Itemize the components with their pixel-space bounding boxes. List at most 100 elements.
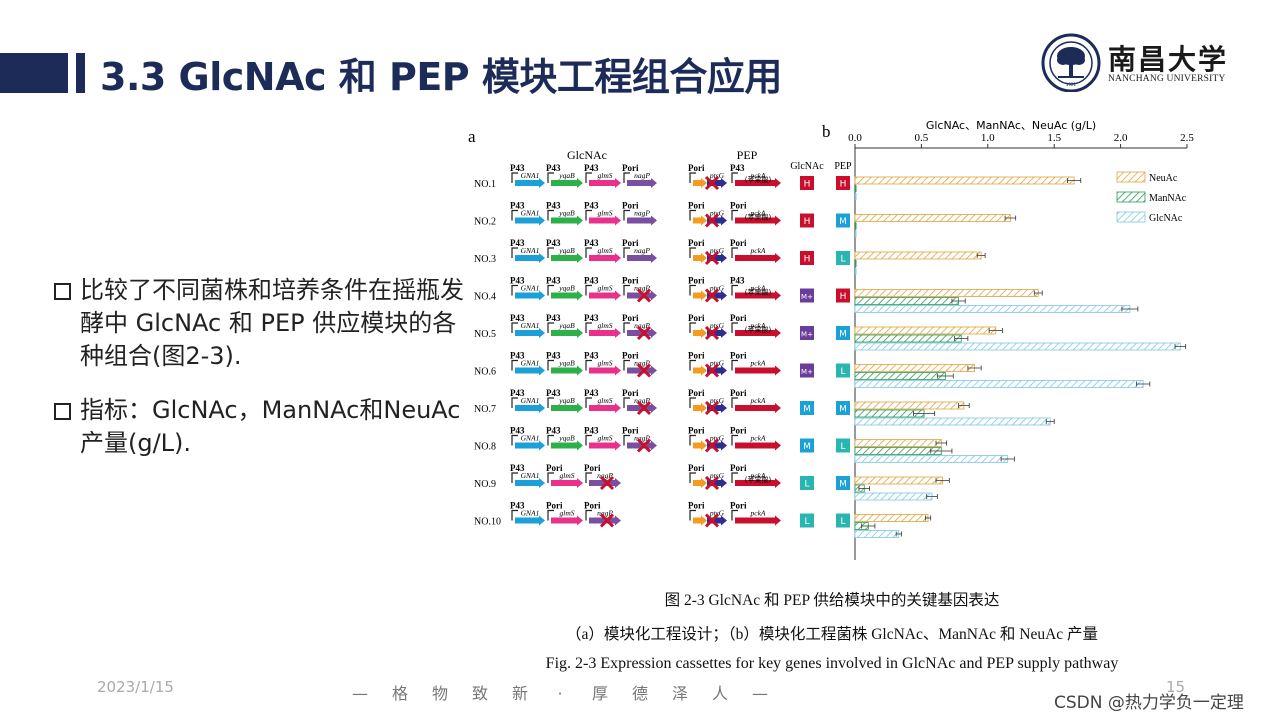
row-label: NO.5 [474, 329, 496, 340]
promoter-label: Pori [688, 388, 705, 398]
promoter-label: P43 [584, 238, 599, 248]
gene-arrow [693, 515, 707, 526]
gene-arrow [693, 253, 707, 263]
motto-char: — [752, 684, 768, 703]
promoter-icon [585, 509, 592, 521]
gene-arrow [707, 365, 727, 376]
gene-label: yqaB [558, 246, 575, 255]
promoter-label: P43 [584, 313, 599, 323]
gene-arrow [515, 290, 545, 301]
promoter-icon [731, 284, 738, 296]
gene-arrow [735, 515, 781, 526]
gene-label: GNA1 [521, 396, 540, 405]
promoter-label: Pori [688, 276, 705, 286]
column-header-pep-level: PEP [834, 161, 852, 172]
cassette-row: NO.9P43GNA1PoriglmSPorinagPPoriptsGPorip… [474, 463, 850, 491]
row-label: NO.2 [474, 217, 496, 228]
gene-arrow [735, 178, 781, 188]
error-bar [967, 365, 982, 371]
gene-label: yqaB [558, 396, 575, 405]
promoter-icon [689, 247, 696, 258]
gene-arrow [693, 478, 707, 488]
promoter-label: Pori [546, 463, 563, 473]
promoter-label: Pori [584, 463, 601, 473]
promoter-label: P43 [584, 201, 599, 211]
level-badge-label: L [840, 255, 845, 265]
footer-motto: — 格 物 致 新 · 厚 德 泽 人 — [340, 680, 780, 704]
promoter-icon [585, 397, 592, 408]
figure-2-3: a b GlcNAc PEP GlcNAc PEP NO.1P43GNA1P43… [468, 119, 1194, 560]
gene-label: ptsG [709, 509, 725, 518]
bullet-text: 比较了不同菌株和培养条件在摇瓶发酵中 GlcNAc 和 PEP 供应模块的各种组… [80, 276, 464, 370]
error-bar [936, 373, 954, 379]
promoter-icon [689, 434, 696, 446]
level-badge [836, 213, 850, 228]
promoter-label: Pori [688, 351, 705, 361]
promoter-label: Pori [688, 163, 705, 173]
promoter-label: P43 [730, 276, 745, 286]
level-badge-label: M+ [801, 293, 813, 301]
error-bar [1045, 419, 1055, 424]
error-bar [935, 478, 950, 483]
promoter-label: Pori [688, 463, 705, 473]
level-badge-label: L [804, 517, 809, 527]
knockout-cross-icon [704, 438, 720, 453]
promoter-icon [731, 322, 738, 333]
gene-arrow [735, 403, 781, 413]
level-badge [836, 176, 850, 190]
promoter-label: P43 [546, 163, 561, 173]
promoter-label: Pori [546, 501, 563, 511]
promoter-icon [511, 359, 518, 371]
promoter-icon [731, 209, 738, 221]
gene-arrow [735, 253, 781, 263]
knockout-cross-icon [704, 175, 720, 191]
promoter-label: P43 [510, 163, 525, 173]
promoter-icon [623, 434, 630, 446]
gene-arrow [589, 290, 621, 301]
checkbox-bullet-icon [54, 403, 71, 420]
promoter-icon [547, 209, 554, 221]
promoter-label: Pori [730, 501, 747, 511]
promoter-label: P43 [546, 238, 561, 248]
knockout-cross-icon [599, 475, 615, 491]
gene-arrow [551, 215, 583, 226]
gene-arrow [707, 328, 727, 338]
bar-mannac [854, 447, 942, 455]
knockout-cross-icon [704, 325, 720, 341]
error-bar [1174, 344, 1187, 349]
promoter-icon [511, 209, 518, 221]
promoter-icon [731, 472, 738, 483]
gene-label: nagP [634, 396, 650, 405]
cassette-diagrams: NO.1P43GNA1P43yqaBP43glmSPorinagPPoripts… [474, 163, 850, 528]
promoter-label: P43 [510, 388, 525, 398]
promoter-icon [511, 247, 518, 258]
error-bar [1067, 178, 1082, 183]
promoter-label: Pori [622, 426, 639, 436]
gene-arrow [551, 478, 583, 488]
promoter-label: P43 [510, 426, 525, 436]
gene-arrow [627, 253, 657, 263]
gene-arrow [589, 403, 621, 413]
panel-a-label: a [468, 127, 476, 146]
gene-label: GNA1 [521, 284, 540, 293]
gene-label: nagP [597, 509, 613, 518]
gene-label: yqaB [558, 359, 575, 368]
bar-glcnac [855, 193, 857, 200]
gene-arrow [693, 215, 707, 226]
level-badge [800, 288, 814, 303]
checkbox-bullet-icon [54, 283, 71, 300]
caption-en: Fig. 2-3 Expression cassettes for key ge… [545, 655, 1119, 672]
level-badge [836, 363, 850, 378]
page-number: 15 [1166, 678, 1186, 696]
gene-label: nagP [634, 246, 650, 255]
university-name-cn: 南昌大学 [1108, 43, 1229, 76]
promoter-icon [585, 434, 592, 446]
row-label: NO.1 [474, 179, 496, 190]
gene-label: GNA1 [521, 321, 540, 330]
knockout-cross-icon [636, 288, 652, 303]
header-bar [0, 53, 68, 93]
malate-label: (苹果酸) [745, 325, 772, 334]
promoter-icon [731, 172, 738, 183]
promoter-icon [689, 284, 696, 296]
footer-date: 2023/1/15 [97, 678, 174, 696]
